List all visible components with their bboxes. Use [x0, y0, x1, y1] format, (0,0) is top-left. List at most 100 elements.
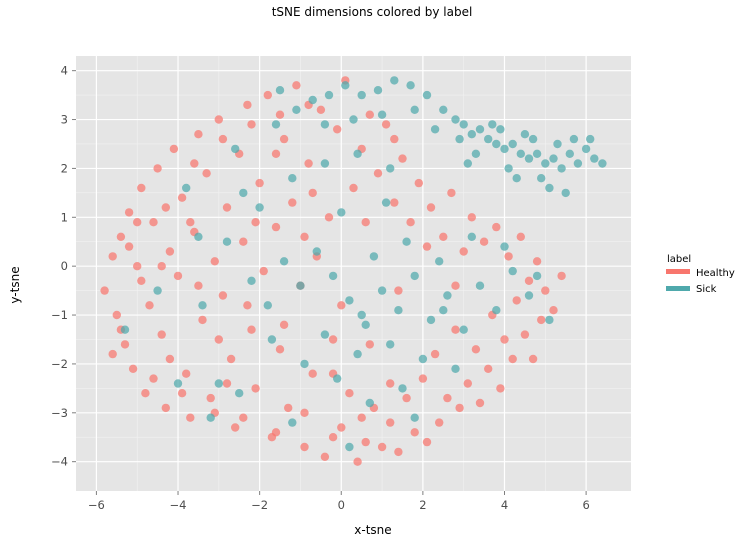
point-sick — [463, 159, 472, 168]
x-tick-label: 6 — [582, 498, 589, 512]
legend: label Healthy Sick — [666, 254, 735, 295]
point-sick — [341, 81, 350, 90]
point-healthy — [394, 286, 403, 295]
point-sick — [214, 379, 223, 388]
point-sick — [459, 120, 468, 129]
legend-title: label — [667, 254, 691, 265]
point-healthy — [320, 452, 330, 461]
point-sick — [357, 90, 366, 100]
point-sick — [120, 325, 130, 334]
point-sick — [198, 301, 207, 310]
point-sick — [586, 134, 595, 144]
point-healthy — [251, 218, 260, 227]
point-healthy — [377, 442, 387, 452]
point-healthy — [194, 281, 203, 290]
point-sick — [300, 359, 309, 369]
point-healthy — [504, 252, 513, 261]
point-sick — [353, 349, 362, 359]
point-sick — [565, 149, 574, 158]
point-sick — [406, 81, 415, 90]
point-healthy — [231, 423, 240, 432]
point-healthy — [422, 437, 432, 447]
point-healthy — [145, 301, 154, 310]
point-sick — [275, 86, 285, 95]
point-healthy — [165, 354, 175, 364]
y-tick-label: −4 — [51, 455, 68, 469]
point-sick — [467, 130, 476, 139]
point-sick — [537, 174, 546, 183]
point-healthy — [402, 393, 411, 403]
point-healthy — [271, 428, 281, 437]
point-sick — [312, 247, 321, 256]
point-sick — [279, 257, 289, 266]
point-healthy — [190, 159, 199, 168]
point-sick — [173, 379, 183, 388]
point-healthy — [500, 335, 509, 344]
point-sick — [516, 149, 525, 158]
x-axis: −6 −4 −2 0 2 4 6 — [88, 491, 590, 512]
point-healthy — [271, 222, 281, 232]
point-healthy — [108, 349, 117, 359]
point-healthy — [243, 301, 252, 310]
point-sick — [496, 125, 505, 134]
point-sick — [541, 159, 550, 168]
point-sick — [435, 257, 444, 266]
point-healthy — [149, 218, 158, 227]
point-healthy — [279, 320, 289, 329]
point-healthy — [451, 281, 460, 290]
point-sick — [508, 139, 517, 149]
point-sick — [255, 203, 264, 212]
point-healthy — [418, 374, 428, 383]
x-tick-label: −6 — [88, 498, 105, 512]
point-healthy — [275, 345, 285, 354]
point-healthy — [284, 403, 293, 413]
point-healthy — [194, 130, 203, 139]
point-healthy — [353, 457, 362, 466]
point-sick — [361, 320, 370, 329]
point-sick — [545, 315, 554, 325]
point-sick — [573, 159, 583, 168]
point-sick — [524, 291, 534, 300]
point-healthy — [304, 159, 313, 168]
point-sick — [532, 149, 542, 158]
point-sick — [504, 164, 513, 173]
point-sick — [333, 374, 342, 383]
point-sick — [288, 418, 297, 427]
point-healthy — [386, 379, 395, 388]
point-sick — [532, 271, 542, 281]
point-sick — [239, 188, 248, 198]
point-healthy — [137, 276, 146, 285]
point-healthy — [128, 364, 138, 373]
point-sick — [153, 286, 162, 295]
point-healthy — [243, 100, 252, 110]
point-sick — [381, 198, 391, 207]
point-sick — [402, 237, 411, 246]
point-healthy — [455, 403, 464, 413]
y-tick-label: −2 — [51, 357, 68, 371]
point-healthy — [288, 198, 297, 207]
point-healthy — [324, 213, 334, 222]
point-sick — [512, 174, 521, 183]
point-healthy — [141, 389, 150, 398]
point-healthy — [214, 115, 223, 124]
point-sick — [328, 271, 338, 281]
point-sick — [410, 271, 419, 281]
point-healthy — [337, 423, 346, 432]
point-sick — [500, 144, 509, 154]
point-healthy — [381, 120, 391, 129]
point-sick — [475, 281, 485, 290]
point-healthy — [398, 154, 407, 163]
point-sick — [553, 139, 562, 149]
point-healthy — [149, 374, 158, 383]
point-sick — [373, 86, 383, 95]
point-healthy — [186, 413, 195, 422]
point-healthy — [137, 183, 146, 193]
point-sick — [451, 364, 460, 373]
legend-label-healthy: Healthy — [696, 268, 735, 279]
point-sick — [439, 105, 448, 115]
point-healthy — [479, 237, 489, 246]
point-healthy — [528, 354, 538, 364]
y-tick-label: 0 — [61, 259, 68, 273]
point-healthy — [124, 208, 134, 217]
point-healthy — [512, 296, 521, 305]
